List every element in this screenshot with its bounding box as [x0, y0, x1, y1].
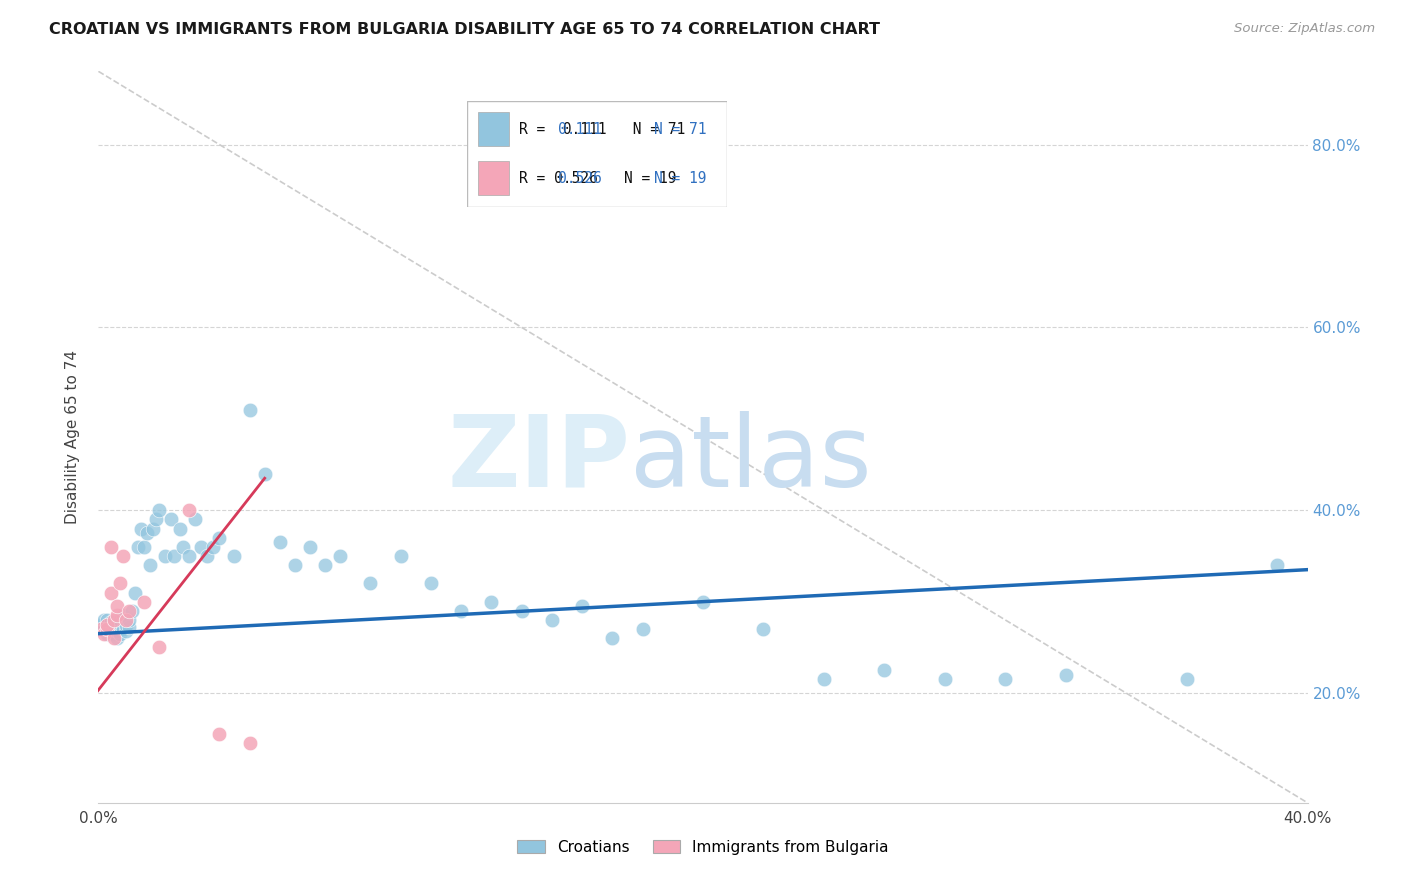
Point [96, 622, 118, 636]
Point [118, 613, 141, 627]
Y-axis label: Disability Age 65 to 74: Disability Age 65 to 74 [65, 350, 80, 524]
Point [145, 512, 167, 526]
Point [118, 604, 141, 618]
Point [420, 576, 443, 591]
Point [160, 512, 183, 526]
Point [114, 613, 136, 627]
Text: Source: ZipAtlas.com: Source: ZipAtlas.com [1234, 22, 1375, 36]
Point [208, 727, 231, 741]
Point [873, 663, 896, 677]
Point [299, 540, 322, 554]
Point [253, 467, 276, 481]
Point [934, 673, 956, 687]
Point [90, 622, 112, 636]
Point [90, 617, 112, 632]
Point [179, 503, 201, 517]
Point [103, 613, 125, 627]
Point [224, 549, 246, 563]
Point [93, 622, 115, 636]
Point [163, 549, 186, 563]
Legend: Croatians, Immigrants from Bulgaria: Croatians, Immigrants from Bulgaria [512, 834, 894, 861]
Point [121, 604, 143, 618]
Point [269, 535, 291, 549]
Point [239, 736, 262, 750]
Point [450, 604, 472, 618]
Point [184, 512, 207, 526]
Point [190, 540, 212, 554]
Point [103, 632, 125, 646]
Point [813, 673, 835, 687]
Point [105, 599, 128, 614]
Point [139, 558, 162, 573]
Point [195, 549, 218, 563]
Point [631, 622, 654, 636]
Point [114, 617, 136, 632]
Point [314, 558, 336, 573]
Point [93, 626, 115, 640]
Point [108, 576, 131, 591]
Point [114, 624, 136, 638]
Point [127, 540, 149, 554]
Point [389, 549, 412, 563]
Point [208, 531, 231, 545]
Point [96, 617, 118, 632]
Point [118, 620, 141, 634]
Point [129, 521, 152, 535]
Point [692, 594, 714, 608]
Point [105, 608, 128, 623]
Point [111, 622, 134, 636]
Point [96, 613, 118, 627]
Point [148, 503, 170, 517]
Point [108, 613, 131, 627]
Point [100, 624, 122, 638]
Point [96, 626, 118, 640]
Point [100, 615, 122, 629]
Point [571, 599, 593, 614]
Point [96, 617, 118, 632]
Point [994, 673, 1017, 687]
Point [202, 540, 225, 554]
Point [100, 620, 122, 634]
Point [105, 618, 128, 632]
Point [105, 624, 128, 638]
Point [540, 613, 562, 627]
Point [179, 549, 201, 563]
Text: CROATIAN VS IMMIGRANTS FROM BULGARIA DISABILITY AGE 65 TO 74 CORRELATION CHART: CROATIAN VS IMMIGRANTS FROM BULGARIA DIS… [49, 22, 880, 37]
Point [132, 540, 155, 554]
Point [132, 594, 155, 608]
Point [284, 558, 307, 573]
Point [111, 608, 134, 623]
Point [1054, 667, 1077, 681]
Point [93, 613, 115, 627]
Point [153, 549, 176, 563]
Point [108, 626, 131, 640]
Point [1175, 673, 1198, 687]
Point [360, 576, 382, 591]
Point [124, 585, 146, 599]
Point [148, 640, 170, 655]
Point [100, 540, 122, 554]
Point [105, 632, 128, 646]
Point [1267, 558, 1289, 573]
Text: ZIP: ZIP [447, 410, 630, 508]
Point [103, 622, 125, 636]
Point [135, 526, 157, 541]
Point [142, 521, 165, 535]
Point [510, 604, 533, 618]
Point [100, 585, 122, 599]
Point [172, 540, 194, 554]
Point [602, 632, 624, 646]
Point [329, 549, 352, 563]
Text: atlas: atlas [630, 410, 872, 508]
Point [103, 626, 125, 640]
Point [169, 521, 191, 535]
Point [752, 622, 775, 636]
Point [239, 402, 262, 417]
Point [103, 617, 125, 632]
Point [111, 549, 134, 563]
Point [481, 594, 503, 608]
